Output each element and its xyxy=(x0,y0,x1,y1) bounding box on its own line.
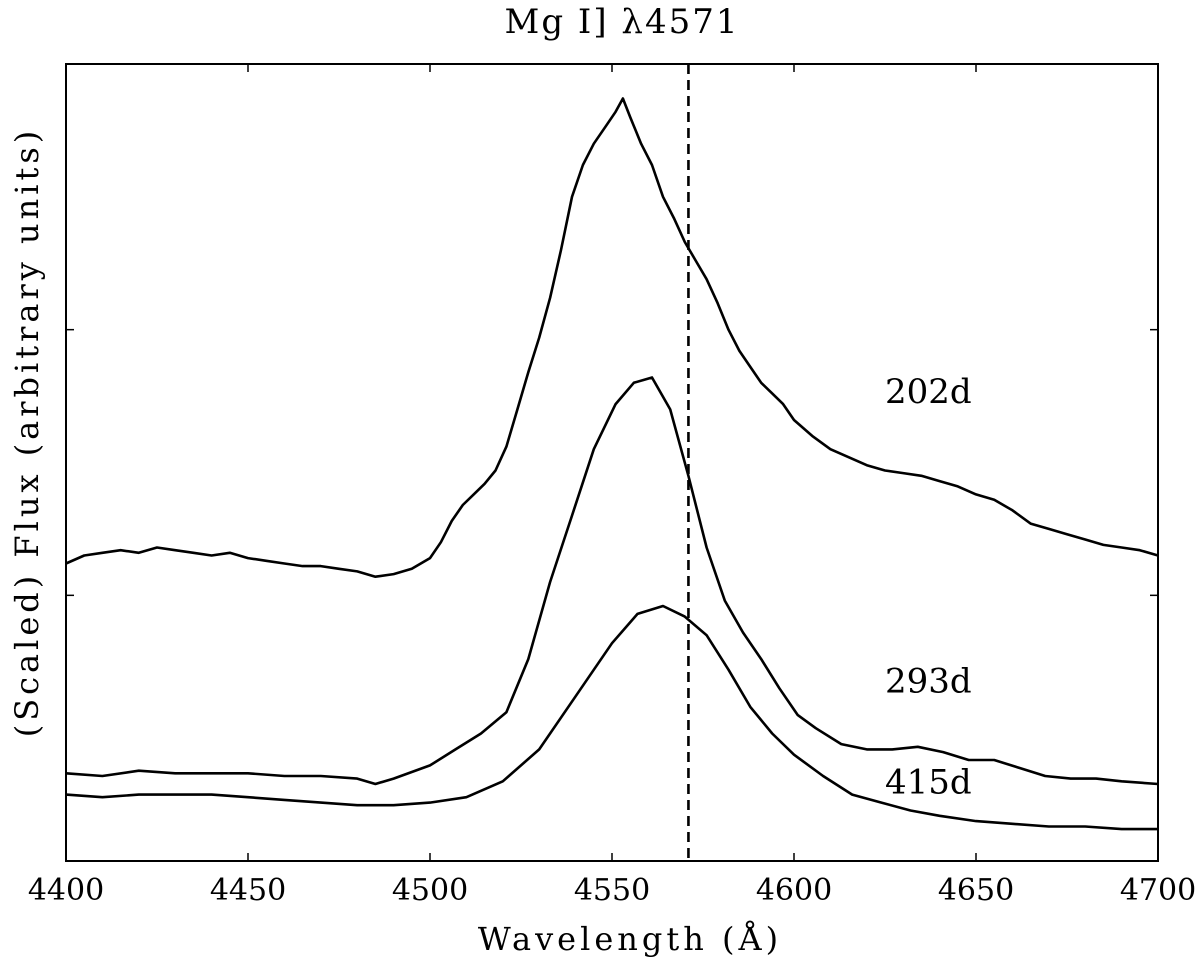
plot-frame xyxy=(65,63,1159,862)
series-group xyxy=(65,97,1159,831)
y-ticks xyxy=(66,328,1158,597)
x-tick-label: 4400 xyxy=(28,873,104,908)
series-line-293d xyxy=(65,376,1159,786)
series-label-293d: 293d xyxy=(885,661,972,701)
series-line-415d xyxy=(65,604,1158,831)
chart-title: Mg I] λ4571 xyxy=(505,2,740,42)
series-line-202d xyxy=(65,97,1159,578)
series-label-202d: 202d xyxy=(885,372,972,412)
x-tick-label: 4450 xyxy=(210,873,286,908)
x-tick-label: 4550 xyxy=(574,873,650,908)
x-tick-label: 4500 xyxy=(392,873,468,908)
x-axis-label: Wavelength (Å) xyxy=(478,920,782,958)
x-tick-label: 4650 xyxy=(938,873,1014,908)
x-tick-label: 4700 xyxy=(1120,873,1196,908)
series-labels: 202d 293d 415d xyxy=(885,372,972,803)
series-label-415d: 415d xyxy=(885,762,972,802)
x-tick-label: 4600 xyxy=(756,873,832,908)
x-ticks: 4400 4450 4500 4550 4600 4650 4700 xyxy=(28,64,1196,908)
y-axis-label: (Scaled) Flux (arbitrary units) xyxy=(8,127,46,738)
